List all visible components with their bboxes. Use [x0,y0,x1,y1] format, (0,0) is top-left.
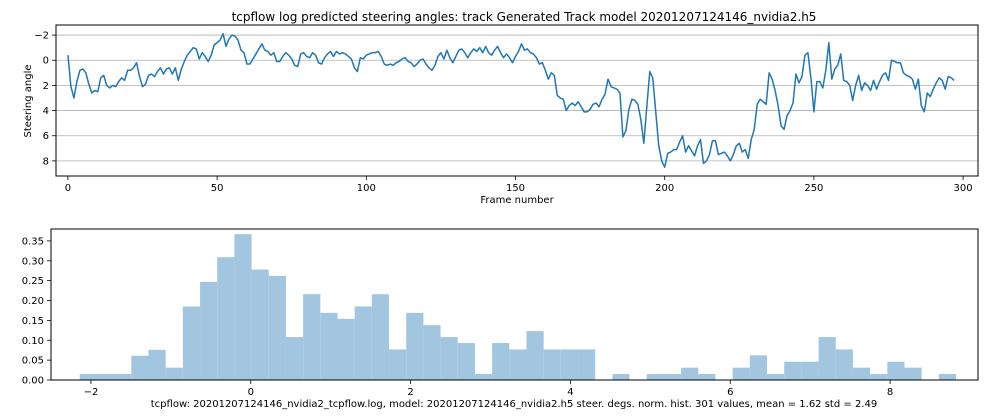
histogram-bar [303,294,321,380]
line-chart-grid [56,34,978,162]
histogram-y-tick-label: 0.15 [22,316,44,327]
line-chart-x-ticks: 0 50 100 150 200 250 300 [65,176,973,194]
histogram-bar [904,367,922,380]
histogram-x-ticks: −2 0 2 4 6 8 [84,380,893,398]
steering-angle-line [67,33,955,168]
histogram-bar [818,337,836,380]
line-chart-y-tick-label: 6 [43,131,49,142]
line-chart-x-tick-label: 100 [357,183,376,194]
histogram-frame [50,228,979,381]
histogram-x-tick-label: 6 [727,387,733,398]
histogram-bar [870,374,888,380]
line-chart-x-axis-label: Frame number [480,195,554,206]
line-chart-y-tick-label: −2 [34,31,49,42]
histogram-bar [767,374,785,380]
line-chart-y-ticks: −2 0 2 4 6 8 [34,31,56,167]
steering-histogram-chart: 0.00 0.05 0.10 0.15 0.20 0.25 0.30 0.35 −2 0 2 4 6 8… [22,228,979,410]
histogram-bar [526,331,544,380]
line-chart-y-tick-label: 4 [43,106,49,117]
histogram-bar [440,337,458,380]
histogram-bars [79,234,957,380]
line-chart-x-tick-label: 150 [506,183,525,194]
histogram-bar [165,367,183,380]
histogram-y-tick-label: 0.25 [22,276,44,287]
histogram-x-tick-label: 2 [407,387,413,398]
line-chart-series [67,33,955,168]
histogram-bar [200,281,218,380]
histogram-bar [612,374,630,380]
histogram-bar [131,355,149,380]
histogram-x-tick-label: 0 [248,387,254,398]
line-chart-x-tick-label: 300 [954,183,973,194]
histogram-bar [681,367,699,380]
histogram-bar [887,361,905,380]
histogram-y-tick-label: 0.05 [22,356,44,367]
histogram-bar [784,361,802,380]
histogram-bar [938,374,957,380]
histogram-bar [543,349,561,380]
histogram-bar [578,349,596,380]
steering-line-chart: tcpflow log predicted steering angles: t… [23,10,979,206]
histogram-bar [801,361,819,380]
histogram-x-tick-label: 4 [567,387,573,398]
histogram-bar [268,275,286,380]
line-chart-x-tick-label: 0 [65,183,71,194]
histogram-bar [663,374,682,380]
line-chart-frame [55,24,979,177]
line-chart-y-tick-label: 8 [43,156,49,167]
histogram-bar [423,325,441,380]
histogram-bar [182,306,201,380]
histogram-x-tick-label: −2 [84,387,99,398]
histogram-bar [371,294,390,380]
histogram-y-tick-label: 0.30 [22,256,44,267]
histogram-y-tick-label: 0.35 [22,236,44,247]
histogram-x-axis-label: tcpflow: 20201207124146_nvidia2_tcpflow.… [151,399,877,410]
histogram-y-tick-label: 0.00 [22,376,44,387]
histogram-bar [835,349,853,380]
histogram-bar [560,349,579,380]
histogram-bar [337,318,355,380]
histogram-bar [406,312,424,380]
histogram-bar [114,374,132,380]
histogram-bar [320,312,338,380]
histogram-y-tick-label: 0.20 [22,296,44,307]
line-chart-x-tick-label: 250 [804,183,823,194]
histogram-bar [457,343,475,380]
histogram-bar [79,374,97,380]
line-chart-y-tick-label: 0 [43,56,49,67]
histogram-bar [852,367,871,380]
histogram-y-tick-label: 0.10 [22,336,44,347]
line-chart-y-tick-label: 2 [43,81,49,92]
histogram-bar [354,306,372,380]
histogram-bar [96,374,115,380]
line-chart-x-tick-label: 50 [211,183,224,194]
histogram-y-ticks: 0.00 0.05 0.10 0.15 0.20 0.25 0.30 0.35 [22,236,51,387]
histogram-bar [509,349,527,380]
line-chart-title: tcpflow log predicted steering angles: t… [232,10,817,24]
histogram-bar [148,349,166,380]
histogram-bar [251,269,269,380]
line-chart-y-axis-label: Steering angle [23,64,34,137]
histogram-bar [217,257,235,380]
histogram-bar [389,349,407,380]
histogram-bar [732,367,750,380]
histogram-bar [474,374,493,380]
histogram-bar [698,374,716,380]
histogram-x-tick-label: 8 [887,387,893,398]
histogram-bar [492,343,510,380]
histogram-bar [234,234,252,380]
line-chart-x-tick-label: 200 [655,183,674,194]
histogram-bar [646,374,664,380]
histogram-bar [749,355,768,380]
histogram-bar [285,337,304,380]
